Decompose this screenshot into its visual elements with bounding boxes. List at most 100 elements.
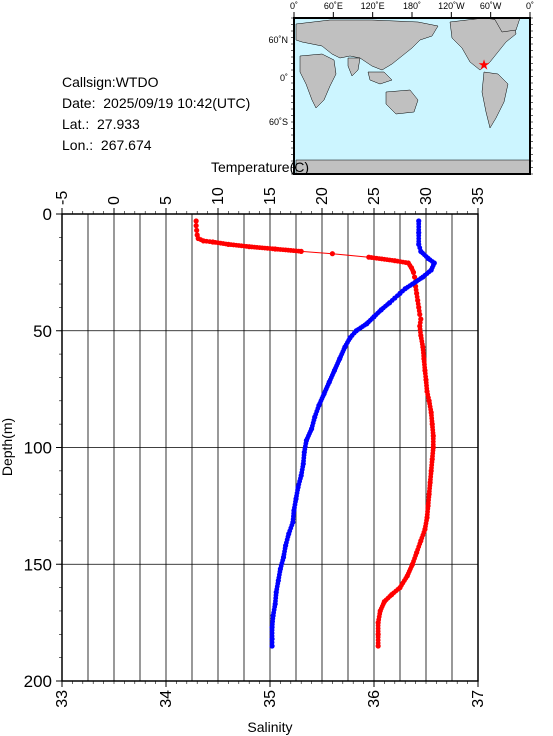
temperature-point [426,488,432,494]
temperature-point [194,227,200,233]
salinity-point [417,245,423,251]
star-icon: ★ [478,57,491,73]
salinity-tick-label: 34 [158,690,175,708]
temperature-axis-label: Temperature(C) [211,159,309,175]
salinity-point [373,312,379,318]
temperature-point [430,430,436,436]
temperature-tick-label: 5 [158,196,175,205]
salinity-point [278,563,284,569]
temperature-tick-label: 10 [210,187,227,205]
map-landmasses [295,17,531,175]
map-longitude-label: 120˚W [438,1,465,11]
map-latitude-label: 60˚S [269,117,288,127]
temperature-point [422,365,428,370]
map-land-south-america [481,71,509,129]
temperature-point [426,395,431,401]
salinity-point [283,540,289,546]
longitude-text: Lon.: 267.674 [62,137,152,153]
salinity-point [294,493,299,499]
map-longitude-label: 0˚ [526,1,534,11]
salinity-point [287,528,293,534]
map-land-southeast-asia [367,71,393,85]
station-info: Callsign:WTDO Date: 2025/09/19 10:42(UTC… [62,72,250,156]
temperature-point [416,308,422,314]
temperature-point [425,500,431,506]
temperature-point [429,418,435,424]
temperature-point [375,628,381,634]
salinity-point [313,411,319,417]
temperature-point [193,218,199,224]
salinity-point [290,516,296,522]
salinity-point [349,333,355,338]
salinity-point [296,481,302,487]
salinity-point [322,389,328,394]
salinity-point [423,254,429,260]
temperature-point [376,617,382,623]
salinity-tick-label: 36 [366,690,383,708]
temperature-point [419,341,425,347]
salinity-point [309,423,315,429]
salinity-point [302,446,308,452]
temperature-tick-label: 15 [262,187,279,205]
salinity-point [269,640,275,645]
map-longitude-label: 60˚E [324,1,343,11]
depth-axis-label: Depth(m) [0,418,15,476]
date-text: Date: 2025/09/19 10:42(UTC) [62,95,251,111]
temperature-point [193,223,199,229]
temperature-point [198,237,204,243]
salinity-tick-label: 35 [262,690,279,708]
temperature-point [383,597,389,603]
salinity-point [356,326,361,332]
map-longitude-label: 180˚ [403,1,421,11]
temperature-point [429,465,434,471]
temperature-series [193,218,436,649]
salinity-point [343,342,349,348]
temperature-point [423,523,428,529]
salinity-point [271,610,277,616]
depth-tick-label: 50 [33,322,52,341]
map-latitude-label: 0˚ [280,73,288,83]
temperature-tick-label: 35 [470,187,487,205]
temperature-point [410,267,415,273]
salinity-point [416,227,422,233]
temperature-point [424,512,430,518]
map-frame [293,17,531,175]
salinity-point [333,365,338,371]
salinity-point [380,305,386,311]
temperature-point [296,248,301,254]
salinity-point [395,293,400,299]
salinity-point [389,297,395,303]
map-latitude-label: 60˚N [268,35,288,45]
temperature-point [418,329,423,335]
temperature-point [399,582,404,588]
salinity-point [338,354,344,359]
depth-tick-label: 100 [24,439,52,458]
map-land-india [347,57,361,77]
salinity-point [274,586,280,592]
salinity-point [412,280,417,286]
callsign-text: Callsign:WTDO [62,74,159,90]
temperature-point [378,606,384,612]
salinity-point [366,319,371,325]
temperature-point [329,251,335,257]
temperature-tick-label: 0 [106,196,123,205]
map-land-eurasia [295,19,439,71]
temperature-tick-label: 25 [366,187,383,205]
salinity-point [269,633,275,639]
salinity-point [422,272,428,278]
salinity-point [269,643,275,649]
salinity-tick-label: 33 [54,690,71,708]
temperature-point [223,241,229,247]
temperature-point [389,257,395,263]
depth-tick-label: 150 [24,555,52,574]
salinity-point [317,400,323,406]
map-land-africa [299,53,337,109]
temperature-point [415,547,421,553]
temperature-tick-label: 30 [418,187,435,205]
salinity-point [416,239,422,244]
salinity-point [292,505,297,511]
temperature-point [423,374,429,380]
temperature-point [419,535,425,541]
